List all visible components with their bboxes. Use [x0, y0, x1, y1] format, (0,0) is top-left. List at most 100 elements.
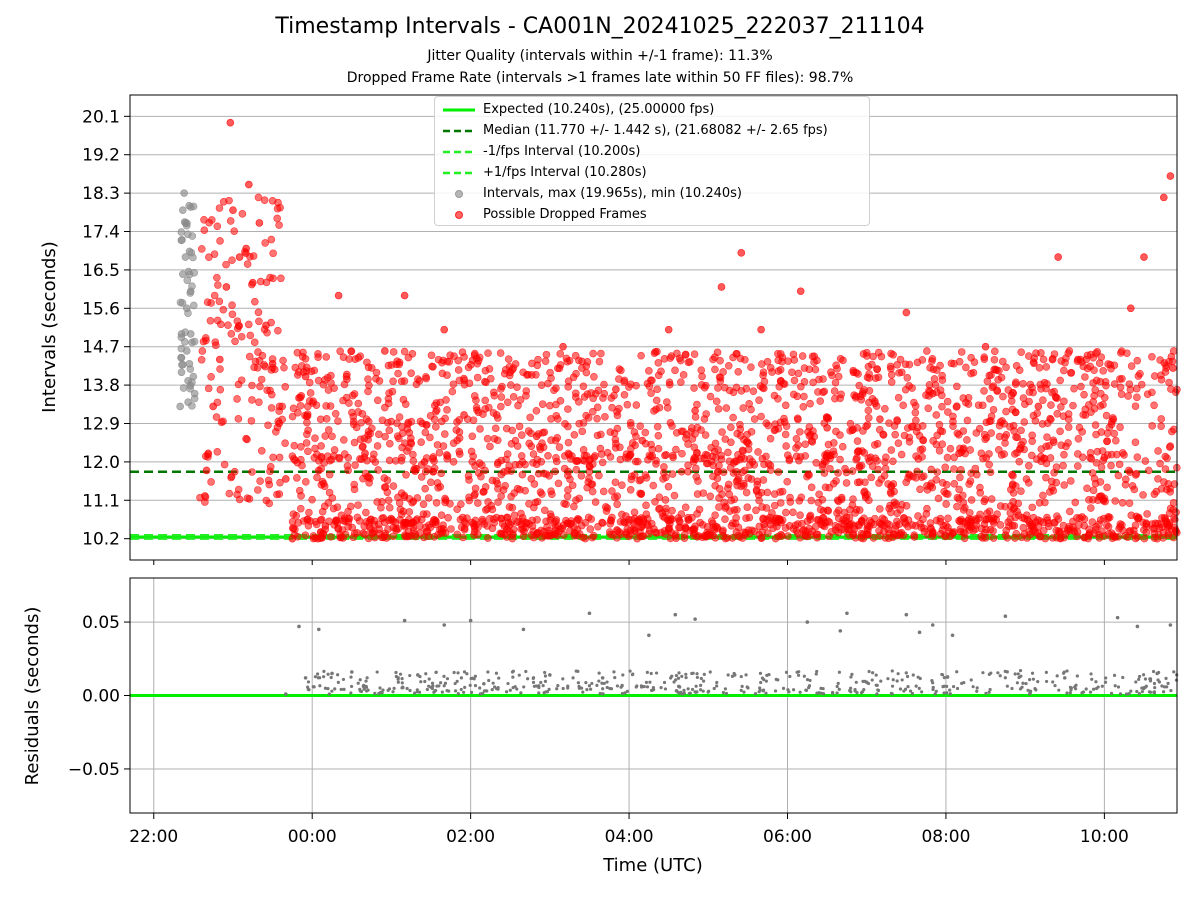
dropped-frame-point [654, 359, 663, 367]
dropped-frame-point [776, 499, 785, 507]
residual-point [481, 691, 485, 695]
residual-point [322, 669, 326, 673]
dropped-frame-point [995, 366, 1003, 375]
residual-point [391, 690, 395, 694]
residual-point [1160, 684, 1164, 688]
dropped-frame-point [755, 396, 763, 404]
dropped-frame-point [1080, 515, 1089, 523]
dropped-frame-point [344, 522, 352, 531]
dropped-frame-point [1159, 193, 1168, 202]
dropped-frame-point [395, 358, 404, 367]
residual-point [408, 673, 412, 678]
residual-point [543, 679, 548, 683]
dropped-frame-point [932, 411, 941, 419]
residual-point [425, 687, 429, 692]
residual-point [469, 690, 474, 694]
dropped-frame-point [867, 473, 876, 482]
dropped-frame-point [235, 253, 244, 261]
dropped-frame-point [620, 518, 629, 527]
dropped-frame-point [584, 478, 593, 486]
residual-point [1137, 677, 1141, 681]
residual-point [948, 688, 952, 692]
residual-point [595, 683, 599, 687]
dropped-frame-point [210, 291, 219, 300]
dropped-frame-point [983, 377, 992, 386]
dropped-frame-point [422, 374, 431, 383]
dropped-frame-point [819, 375, 827, 383]
dropped-frame-point [698, 372, 706, 381]
residual-point [900, 678, 904, 682]
dropped-frame-point [1015, 457, 1024, 466]
dropped-frame-point [887, 446, 896, 454]
dropped-frame-point [327, 379, 335, 387]
dropped-frame-point [311, 434, 319, 442]
dropped-frame-point [1169, 499, 1178, 507]
residual-point [916, 675, 920, 679]
dropped-frame-point [515, 422, 524, 431]
dropped-frame-point [243, 260, 252, 268]
dropped-frame-point [245, 180, 253, 189]
dropped-frame-point [437, 469, 446, 478]
dropped-frame-point [978, 401, 987, 410]
dropped-frame-point [613, 492, 622, 501]
dropped-frame-point [671, 366, 679, 375]
dropped-frame-point [401, 400, 410, 408]
residual-point [468, 683, 472, 687]
bottom-ytick-label: 0.05 [82, 613, 120, 633]
dropped-frame-point [742, 488, 751, 497]
dropped-frame-point [231, 337, 239, 346]
dropped-frame-point [456, 515, 465, 524]
residual-point [495, 687, 499, 691]
dropped-frame-point [403, 447, 411, 455]
dropped-frame-point [691, 406, 699, 415]
residual-point [1140, 690, 1144, 694]
dropped-frame-point [1023, 534, 1031, 542]
dropped-frame-point [281, 439, 289, 447]
dropped-frame-point [942, 500, 950, 508]
residual-point [1169, 689, 1173, 693]
chart-title: Timestamp Intervals - CA001N_20241025_22… [275, 14, 925, 39]
dropped-frame-point [630, 508, 639, 517]
residual-point [430, 686, 434, 691]
dropped-frame-point [1074, 355, 1082, 364]
residual-point [1028, 678, 1032, 682]
dropped-frame-point [213, 447, 222, 456]
dropped-frame-point [570, 502, 578, 511]
residual-point [917, 630, 922, 635]
dropped-frame-point [266, 462, 275, 471]
dropped-frame-point [1086, 362, 1094, 371]
residual-point [1134, 680, 1138, 684]
dropped-frame-point [373, 442, 382, 450]
dropped-frame-point [850, 391, 858, 399]
dropped-frame-point [288, 534, 297, 543]
dropped-frame-point [427, 478, 435, 487]
residual-point [437, 684, 441, 688]
dropped-frame-point [1089, 397, 1098, 406]
dropped-frame-point [644, 455, 652, 464]
dropped-frame-point [593, 414, 601, 423]
dropped-frame-point [697, 366, 706, 374]
dropped-frame-point [989, 534, 998, 542]
dropped-frame-point [295, 394, 303, 402]
dropped-frame-point [321, 432, 330, 440]
dropped-frame-point [579, 382, 588, 391]
dropped-frame-point [1064, 423, 1073, 431]
residual-point [753, 691, 758, 696]
dropped-frame-point [691, 413, 700, 421]
dropped-frame-point [1052, 463, 1061, 471]
residual-point [649, 671, 653, 676]
interval-point [177, 330, 186, 338]
dropped-frame-point [795, 456, 803, 465]
dropped-frame-point [657, 367, 665, 376]
dropped-frame-point [1143, 510, 1151, 518]
dropped-frame-point [599, 487, 608, 496]
dropped-frame-point [317, 454, 326, 462]
dropped-frame-point [476, 425, 484, 433]
dropped-frame-point [226, 118, 235, 127]
dropped-frame-point [616, 455, 625, 464]
dropped-frame-point [709, 472, 717, 481]
dropped-frame-point [1161, 465, 1170, 473]
dropped-frame-point [1166, 484, 1174, 493]
dropped-frame-point [934, 494, 943, 503]
